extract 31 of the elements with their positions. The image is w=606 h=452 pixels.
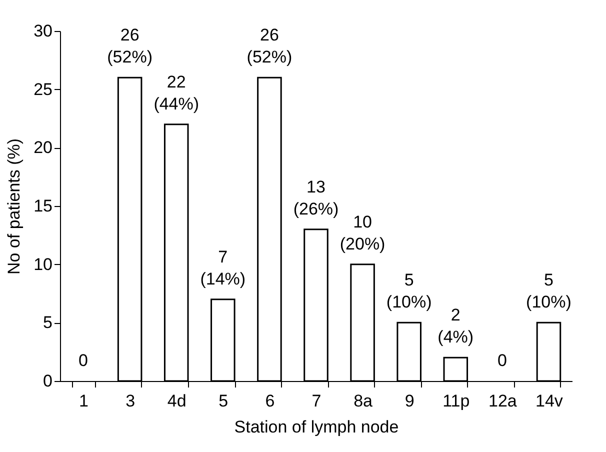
data-label: 13 (26%) [293,177,339,218]
data-label: 5 (10%) [386,270,432,312]
y-tick-label: 15 [34,196,52,216]
y-tick-label: 25 [34,80,52,99]
x-tick-label: 3 [126,392,136,410]
data-label: 7 (14%) [200,247,246,288]
x-tick-label: 1 [79,392,89,410]
x-tick-label: 4d [167,392,186,410]
data-label: 0 [497,351,507,370]
data-label: 0 [78,351,88,370]
y-axis-title: No of patients (%) [4,138,24,275]
x-tick-label: 5 [218,392,228,410]
data-label: 5 (10%) [526,270,572,312]
data-label: 22 (44%) [154,72,200,114]
y-tick-label: 30 [34,22,52,40]
data-label: 2 (4%) [438,306,474,347]
data-label: 26 (52%) [246,26,292,67]
y-tick-label: 5 [43,313,52,332]
x-tick-label: 12a [488,392,518,410]
x-tick-label: 7 [312,392,322,410]
data-label: 10 (20%) [340,212,386,254]
data-label: 26 (52%) [107,26,152,67]
y-tick-label: 10 [34,254,52,274]
x-tick-label: 8a [354,392,374,410]
x-tick-label: 6 [265,392,275,410]
x-tick-label: 9 [404,392,414,410]
x-axis-title: Station of lymph node [234,418,399,436]
x-tick-label: 14v [536,392,564,410]
x-tick-label: 11p [442,392,470,410]
y-tick-label: 0 [43,372,52,390]
y-tick-label: 20 [34,138,52,158]
